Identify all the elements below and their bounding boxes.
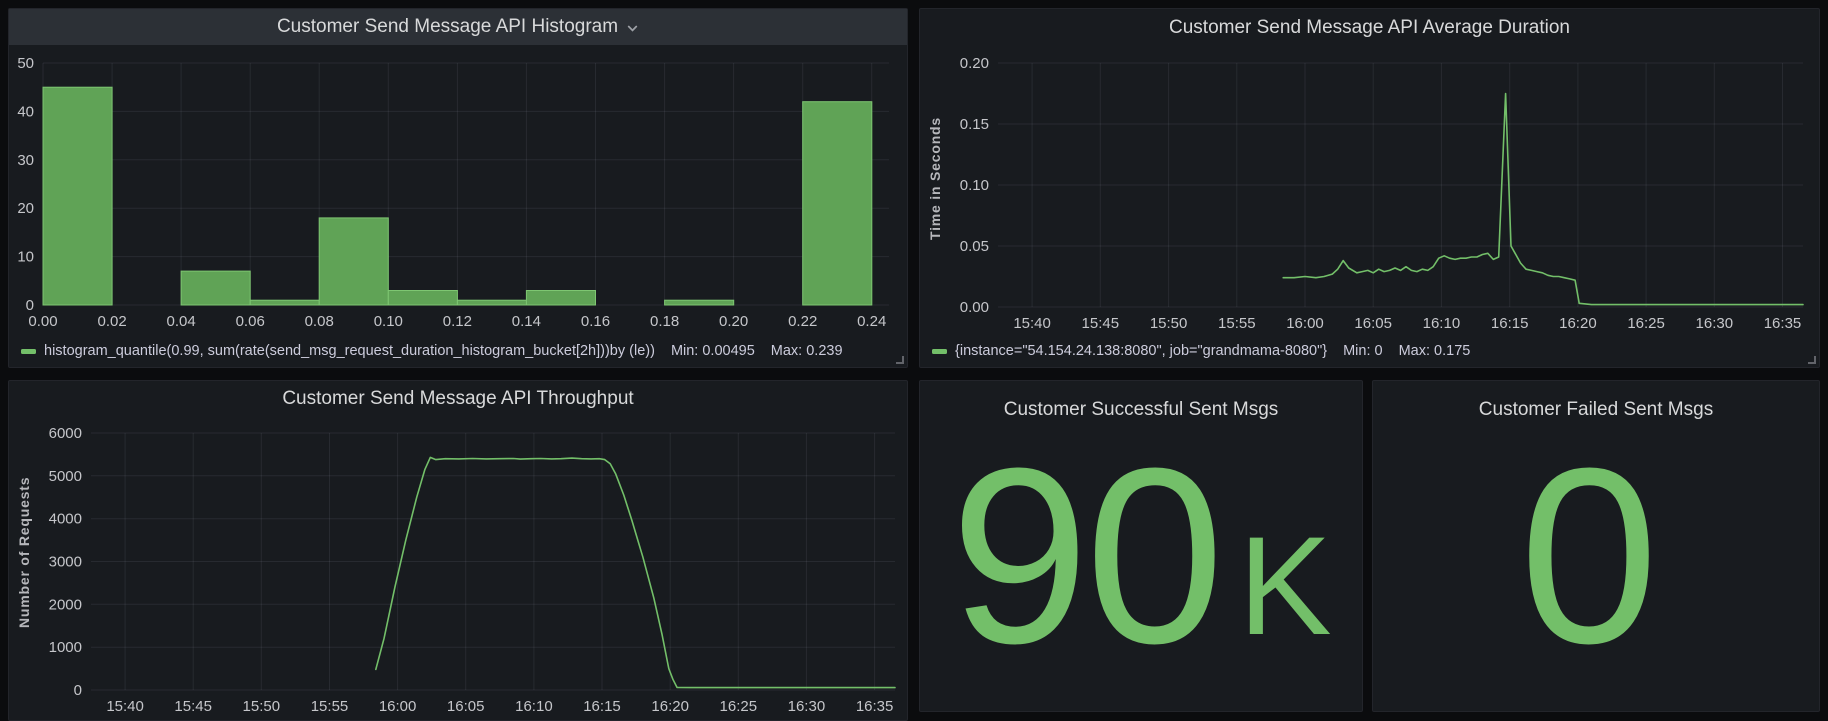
panel-title[interactable]: Customer Send Message API Average Durati… <box>1169 17 1570 38</box>
svg-text:3000: 3000 <box>49 554 82 571</box>
svg-text:16:10: 16:10 <box>1423 315 1461 332</box>
panel-resize-handle-icon[interactable] <box>896 356 904 364</box>
panel-title[interactable]: Customer Successful Sent Msgs <box>1003 399 1279 420</box>
histogram-chart[interactable]: 0.00 0.02 0.04 0.06 0.08 0.10 0.12 0.14 0.16 0.18… <box>9 45 907 335</box>
legend-series-label[interactable]: {instance="54.154.24.138:8080", job="gra… <box>955 343 1328 359</box>
svg-text:0.22: 0.22 <box>788 313 817 330</box>
svg-text:20: 20 <box>17 200 34 217</box>
svg-text:16:00: 16:00 <box>1286 315 1324 332</box>
panel-throughput: Customer Send Message API Throughput Num… <box>8 380 908 721</box>
svg-text:0.04: 0.04 <box>166 313 195 330</box>
svg-text:16:25: 16:25 <box>1627 315 1665 332</box>
svg-text:15:40: 15:40 <box>106 698 144 715</box>
legend-max: Max: 0.239 <box>770 343 843 359</box>
svg-text:16:30: 16:30 <box>788 698 826 715</box>
legend-series-label[interactable]: histogram_quantile(0.99, sum(rate(send_m… <box>44 343 655 359</box>
svg-text:30: 30 <box>17 152 34 169</box>
series-color-chip[interactable] <box>932 348 947 354</box>
legend-max: Max: 0.175 <box>1398 343 1471 359</box>
svg-text:0.10: 0.10 <box>374 313 403 330</box>
legend-min: Min: 0 <box>1343 343 1383 359</box>
y-axis-label: Number of Requests <box>16 476 32 628</box>
svg-text:0.05: 0.05 <box>960 238 989 255</box>
svg-text:16:20: 16:20 <box>1559 315 1597 332</box>
histogram-legend: histogram_quantile(0.99, sum(rate(send_m… <box>21 340 897 362</box>
svg-text:15:50: 15:50 <box>1150 315 1188 332</box>
svg-text:1000: 1000 <box>49 639 82 656</box>
svg-text:2000: 2000 <box>49 596 82 613</box>
average-duration-panel-header[interactable]: Customer Send Message API Average Durati… <box>920 9 1819 47</box>
svg-text:16:20: 16:20 <box>651 698 689 715</box>
svg-text:0.06: 0.06 <box>236 313 265 330</box>
svg-text:15:55: 15:55 <box>311 698 349 715</box>
svg-text:0.08: 0.08 <box>305 313 334 330</box>
svg-text:0.10: 0.10 <box>960 177 989 194</box>
stat-number: 0 <box>1519 416 1658 695</box>
average-duration-legend: {instance="54.154.24.138:8080", job="gra… <box>932 340 1809 362</box>
svg-text:15:45: 15:45 <box>174 698 212 715</box>
throughput-chart[interactable]: 15:40 15:45 15:50 15:55 16:00 16:05 16:10 16:15… <box>37 417 907 720</box>
y-axis-label: Time in Seconds <box>927 117 943 241</box>
legend-min: Min: 0.00495 <box>670 343 755 359</box>
svg-text:0.15: 0.15 <box>960 116 989 133</box>
svg-text:0.18: 0.18 <box>650 313 679 330</box>
svg-text:0: 0 <box>74 682 82 699</box>
svg-text:0.14: 0.14 <box>512 313 541 330</box>
svg-text:15:50: 15:50 <box>243 698 281 715</box>
throughput-panel-header[interactable]: Customer Send Message API Throughput <box>9 381 907 417</box>
stat-value: 0 <box>1373 421 1819 691</box>
svg-text:50: 50 <box>17 55 34 72</box>
svg-text:16:05: 16:05 <box>1354 315 1392 332</box>
svg-text:6000: 6000 <box>49 425 82 442</box>
stat-panel-header[interactable]: Customer Failed Sent Msgs <box>1373 381 1819 421</box>
svg-text:0.24: 0.24 <box>857 313 886 330</box>
svg-text:0.00: 0.00 <box>28 313 57 330</box>
svg-text:15:55: 15:55 <box>1218 315 1256 332</box>
panel-average-duration: Customer Send Message API Average Durati… <box>919 8 1820 368</box>
svg-text:16:10: 16:10 <box>515 698 553 715</box>
svg-text:16:35: 16:35 <box>856 698 894 715</box>
svg-text:0.20: 0.20 <box>960 55 989 72</box>
panel-histogram: Customer Send Message API Histogram 0.00… <box>8 8 908 368</box>
panel-stat-failed-msgs: Customer Failed Sent Msgs 0 <box>1372 380 1820 712</box>
svg-text:0: 0 <box>26 297 34 314</box>
histogram-panel-header[interactable]: Customer Send Message API Histogram <box>9 9 907 45</box>
svg-text:0.20: 0.20 <box>719 313 748 330</box>
panel-title[interactable]: Customer Send Message API Throughput <box>282 388 634 409</box>
panel-title[interactable]: Customer Failed Sent Msgs <box>1478 399 1714 420</box>
panel-resize-handle-icon[interactable] <box>1808 356 1816 364</box>
svg-text:5000: 5000 <box>49 468 82 485</box>
svg-text:4000: 4000 <box>49 511 82 528</box>
stat-panel-header[interactable]: Customer Successful Sent Msgs <box>920 381 1362 421</box>
chevron-down-icon[interactable] <box>626 22 639 35</box>
svg-text:40: 40 <box>17 103 34 120</box>
series-color-chip[interactable] <box>21 348 36 354</box>
svg-text:16:35: 16:35 <box>1764 315 1802 332</box>
svg-text:16:00: 16:00 <box>379 698 417 715</box>
svg-text:16:30: 16:30 <box>1696 315 1734 332</box>
svg-text:15:45: 15:45 <box>1082 315 1120 332</box>
svg-text:0.12: 0.12 <box>443 313 472 330</box>
svg-text:15:40: 15:40 <box>1013 315 1051 332</box>
panel-title[interactable]: Customer Send Message API Histogram <box>276 16 619 37</box>
svg-text:16:15: 16:15 <box>583 698 621 715</box>
svg-text:0.00: 0.00 <box>960 299 989 316</box>
svg-text:16:25: 16:25 <box>720 698 758 715</box>
svg-text:0.16: 0.16 <box>581 313 610 330</box>
stat-unit-suffix: K <box>1238 507 1332 664</box>
svg-text:16:05: 16:05 <box>447 698 485 715</box>
svg-text:10: 10 <box>17 249 34 266</box>
average-duration-chart[interactable]: 15:40 15:45 15:50 15:55 16:00 16:05 16:10 16:15… <box>948 47 1819 337</box>
svg-text:16:15: 16:15 <box>1491 315 1529 332</box>
panel-stat-successful-msgs: Customer Successful Sent Msgs 90 K <box>919 380 1363 712</box>
stat-number: 90 <box>950 416 1224 695</box>
stat-value: 90 K <box>920 421 1362 691</box>
svg-text:0.02: 0.02 <box>97 313 126 330</box>
